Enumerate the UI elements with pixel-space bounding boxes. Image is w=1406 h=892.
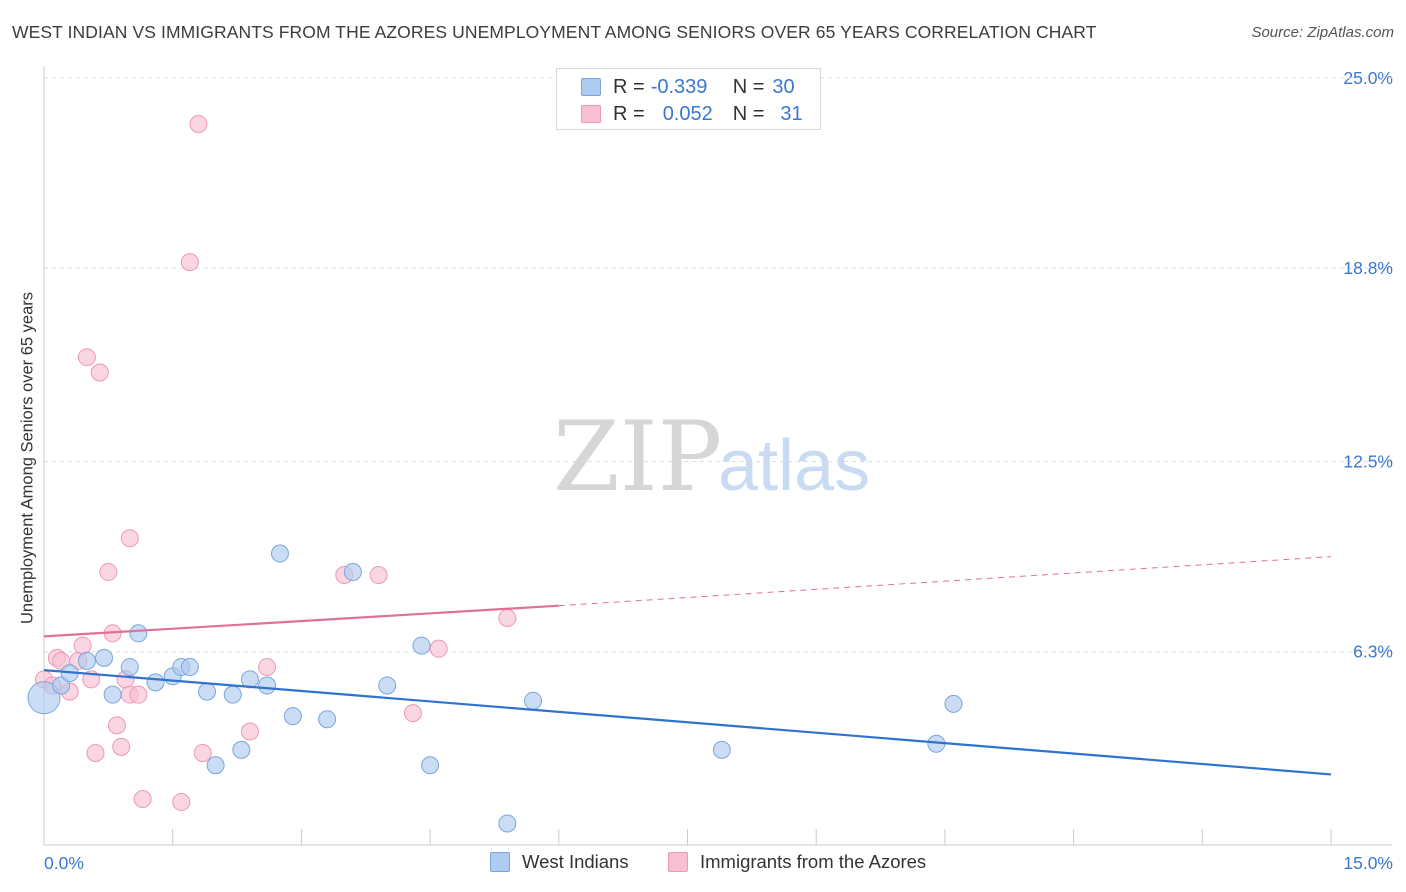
x-tick-label: 0.0% xyxy=(44,853,84,873)
azores-point xyxy=(240,722,259,741)
legend-label: West Indians xyxy=(522,851,629,872)
west-indian-point xyxy=(223,685,242,704)
west-indian-point xyxy=(712,740,731,759)
chart-title: WEST INDIAN VS IMMIGRANTS FROM THE AZORE… xyxy=(12,22,1097,42)
west-indian-point xyxy=(129,624,148,643)
azores-point xyxy=(369,566,388,585)
azores-point xyxy=(73,636,92,655)
r-label: R = xyxy=(613,102,645,125)
azores-point xyxy=(403,704,422,723)
azores-point xyxy=(429,639,448,658)
west-indian-point xyxy=(95,648,114,667)
y-tick-label: 12.5% xyxy=(1343,452,1393,472)
x-tick-label: 15.0% xyxy=(1343,853,1393,873)
west-indian-point xyxy=(146,673,165,692)
watermark-atlas: atlas xyxy=(718,426,870,506)
west-indian-point xyxy=(412,636,431,655)
west-indian-point xyxy=(52,676,71,695)
azores-point xyxy=(258,658,277,677)
pink-swatch xyxy=(581,105,601,123)
azores-point xyxy=(77,348,96,367)
west-indian-point xyxy=(270,544,289,563)
blue-swatch xyxy=(581,78,601,96)
west-indian-point xyxy=(77,651,96,670)
azores-point xyxy=(172,793,191,812)
n-value: 30 xyxy=(772,75,795,98)
correlation-legend: R = -0.339 N = 30 R = 0.052 N = 31 xyxy=(556,68,821,130)
west-indian-point xyxy=(232,740,251,759)
legend-row-west-indians: R = -0.339 N = 30 xyxy=(581,74,795,100)
y-axis-label: Unemployment Among Seniors over 65 years xyxy=(18,292,37,624)
west-indian-point xyxy=(498,814,517,833)
y-tick-label: 25.0% xyxy=(1343,68,1393,88)
west-indian-point xyxy=(198,682,217,701)
r-label: R = xyxy=(613,75,645,98)
azores-point xyxy=(133,789,152,808)
west-indian-trendline xyxy=(43,669,1332,776)
west-indian-point xyxy=(343,562,362,581)
west-indian-point xyxy=(258,676,277,695)
legend-item-west-indians[interactable]: West Indians xyxy=(490,851,629,873)
source-label: Source: ZipAtlas.com xyxy=(1251,24,1394,41)
west-indian-point xyxy=(944,694,963,713)
azores-point xyxy=(99,562,118,581)
legend-row-azores: R = 0.052 N = 31 xyxy=(581,101,803,127)
azores-point xyxy=(86,743,105,762)
n-label: N = xyxy=(732,102,765,125)
n-label: N = xyxy=(732,75,765,98)
azores-point xyxy=(193,743,212,762)
west-indian-point xyxy=(378,676,397,695)
azores-point xyxy=(120,529,139,548)
azores-point xyxy=(107,716,126,735)
west-indian-point xyxy=(180,658,199,677)
legend-item-azores[interactable]: Immigrants from the Azores xyxy=(668,851,926,873)
west-indian-point xyxy=(120,658,139,677)
azores-trendline xyxy=(43,604,559,638)
azores-trendline-extension xyxy=(558,556,1332,607)
azores-point xyxy=(189,115,208,134)
azores-point xyxy=(129,685,148,704)
west-indian-point xyxy=(421,756,440,775)
r-value: 0.052 xyxy=(662,102,713,125)
n-value: 31 xyxy=(780,102,803,125)
west-indian-point xyxy=(283,707,302,726)
y-tick-label: 18.8% xyxy=(1343,258,1393,278)
legend-label: Immigrants from the Azores xyxy=(700,851,927,872)
west-indian-point xyxy=(206,756,225,775)
pink-swatch xyxy=(668,852,688,872)
azores-point xyxy=(112,737,131,756)
west-indian-point xyxy=(524,691,543,710)
west-indian-point xyxy=(318,710,337,729)
y-tick-label: 6.3% xyxy=(1353,642,1393,662)
west-indian-point xyxy=(103,685,122,704)
azores-point xyxy=(90,363,109,382)
azores-point xyxy=(498,608,517,627)
r-value: -0.339 xyxy=(650,75,708,98)
azores-point xyxy=(180,253,199,272)
blue-swatch xyxy=(490,852,510,872)
watermark-zip: ZIP xyxy=(553,401,722,513)
west-indian-point xyxy=(27,681,61,715)
